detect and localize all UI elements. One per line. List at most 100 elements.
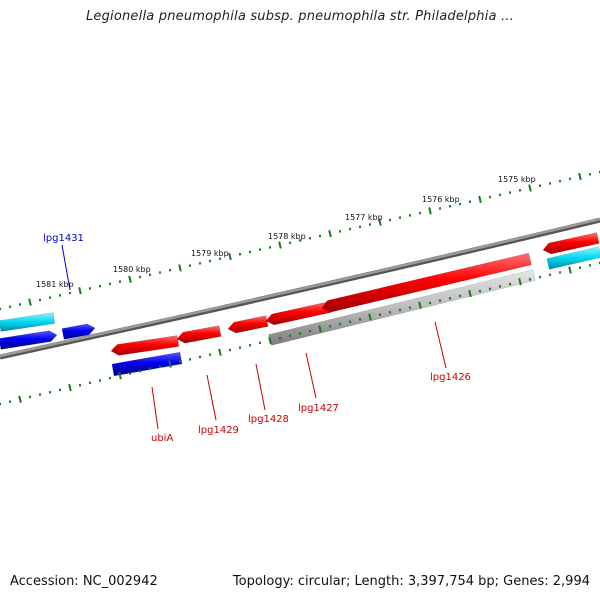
inner-minor-tick xyxy=(378,313,382,317)
inner-major-tick xyxy=(118,372,122,380)
lpg1426-gene xyxy=(321,252,532,313)
outer-minor-tick xyxy=(508,191,512,194)
outer-minor-tick xyxy=(318,234,322,238)
inner-minor-tick xyxy=(538,275,542,279)
outer-major-tick xyxy=(528,184,532,192)
scale-label: 1578 kbp xyxy=(268,232,306,241)
outer-minor-tick xyxy=(438,207,442,210)
outer-minor-tick xyxy=(8,305,12,309)
ubiA-leader-line xyxy=(151,386,159,430)
outer-minor-tick xyxy=(18,303,22,306)
outer-minor-tick xyxy=(268,245,272,249)
backbone-line xyxy=(0,217,600,358)
outer-minor-tick xyxy=(198,261,202,265)
inner-minor-tick xyxy=(178,360,182,364)
outer-minor-tick xyxy=(188,264,192,268)
inner-minor-tick xyxy=(298,332,302,335)
red-gene-right xyxy=(542,232,600,255)
lpg1429-leader-line xyxy=(206,374,217,421)
inner-minor-tick xyxy=(398,308,402,312)
scale-label: 1581 kbp xyxy=(36,280,74,289)
outer-minor-tick xyxy=(588,172,592,176)
outer-minor-tick xyxy=(38,298,42,302)
outer-major-tick xyxy=(378,218,382,226)
inner-minor-tick xyxy=(558,271,562,274)
inner-minor-tick xyxy=(348,320,352,324)
outer-major-tick xyxy=(78,287,82,295)
outer-minor-tick xyxy=(548,182,552,185)
outer-minor-tick xyxy=(338,229,342,233)
inner-minor-tick xyxy=(78,383,82,387)
outer-major-tick xyxy=(28,298,32,306)
inner-minor-tick xyxy=(548,273,552,277)
map-title: Legionella pneumophila subsp. pneumophil… xyxy=(85,9,515,24)
outer-minor-tick xyxy=(348,227,352,231)
outer-minor-tick xyxy=(138,275,142,279)
outer-major-tick xyxy=(228,252,232,261)
scale-label: 1579 kbp xyxy=(191,249,229,258)
outer-minor-tick xyxy=(488,195,492,199)
ubiA-label: ubiA xyxy=(151,433,173,444)
outer-minor-tick xyxy=(108,282,112,286)
inner-minor-tick xyxy=(108,376,112,380)
blue-gene xyxy=(61,323,96,340)
outer-minor-tick xyxy=(408,213,412,217)
lpg1431-gene xyxy=(0,330,58,350)
outer-minor-tick xyxy=(298,239,302,242)
scale-ticks xyxy=(0,170,600,406)
outer-minor-tick xyxy=(518,188,522,192)
inner-minor-tick xyxy=(258,341,262,345)
inner-minor-tick xyxy=(158,365,162,368)
inner-minor-tick xyxy=(98,379,102,382)
inner-major-tick xyxy=(218,348,222,356)
inner-minor-tick xyxy=(8,400,12,404)
inner-minor-tick xyxy=(438,299,442,302)
lpg1428-leader-line xyxy=(255,363,266,411)
inner-minor-tick xyxy=(478,289,482,293)
outer-minor-tick xyxy=(448,204,452,208)
outer-minor-tick xyxy=(208,259,212,263)
inner-minor-tick xyxy=(138,369,142,373)
cyan-feature xyxy=(0,312,56,332)
inner-minor-tick xyxy=(578,266,582,270)
inner-minor-tick xyxy=(448,296,452,300)
outer-minor-tick xyxy=(48,296,52,299)
inner-minor-tick xyxy=(288,334,292,338)
inner-minor-tick xyxy=(358,318,362,321)
inner-minor-tick xyxy=(228,348,232,352)
inner-major-tick xyxy=(568,266,572,274)
outer-minor-tick xyxy=(308,236,312,240)
inner-minor-tick xyxy=(338,322,342,326)
lpg1426-label: lpg1426 xyxy=(430,372,471,383)
outer-minor-tick xyxy=(218,257,222,261)
outer-major-tick xyxy=(428,207,432,215)
inner-minor-tick xyxy=(328,325,332,328)
inner-minor-tick xyxy=(388,310,392,314)
lpg1431-label: lpg1431 xyxy=(43,233,84,244)
inner-minor-tick xyxy=(88,381,92,385)
ubiA-gene xyxy=(110,335,180,356)
outer-minor-tick xyxy=(288,241,292,245)
outer-minor-tick xyxy=(118,280,122,283)
lpg1429-label: lpg1429 xyxy=(198,425,239,436)
outer-minor-tick xyxy=(358,225,362,229)
outer-minor-tick xyxy=(168,268,172,272)
inner-minor-tick xyxy=(528,278,532,281)
inner-minor-tick xyxy=(128,372,132,375)
feature-track xyxy=(0,232,600,377)
backbone xyxy=(0,217,600,360)
inner-major-tick xyxy=(518,278,522,286)
outer-minor-tick xyxy=(568,177,572,181)
inner-minor-tick xyxy=(148,367,152,371)
outer-minor-tick xyxy=(558,179,562,183)
inner-major-tick xyxy=(68,383,72,392)
lpg1426-leader-line xyxy=(434,321,447,369)
outer-minor-tick xyxy=(538,184,542,188)
outer-minor-tick xyxy=(258,248,262,252)
inner-major-tick xyxy=(318,325,322,333)
outer-major-tick xyxy=(178,264,182,272)
ubiA-reverse-gene xyxy=(111,351,183,377)
outer-minor-tick xyxy=(88,287,92,290)
outer-minor-tick xyxy=(148,273,152,277)
